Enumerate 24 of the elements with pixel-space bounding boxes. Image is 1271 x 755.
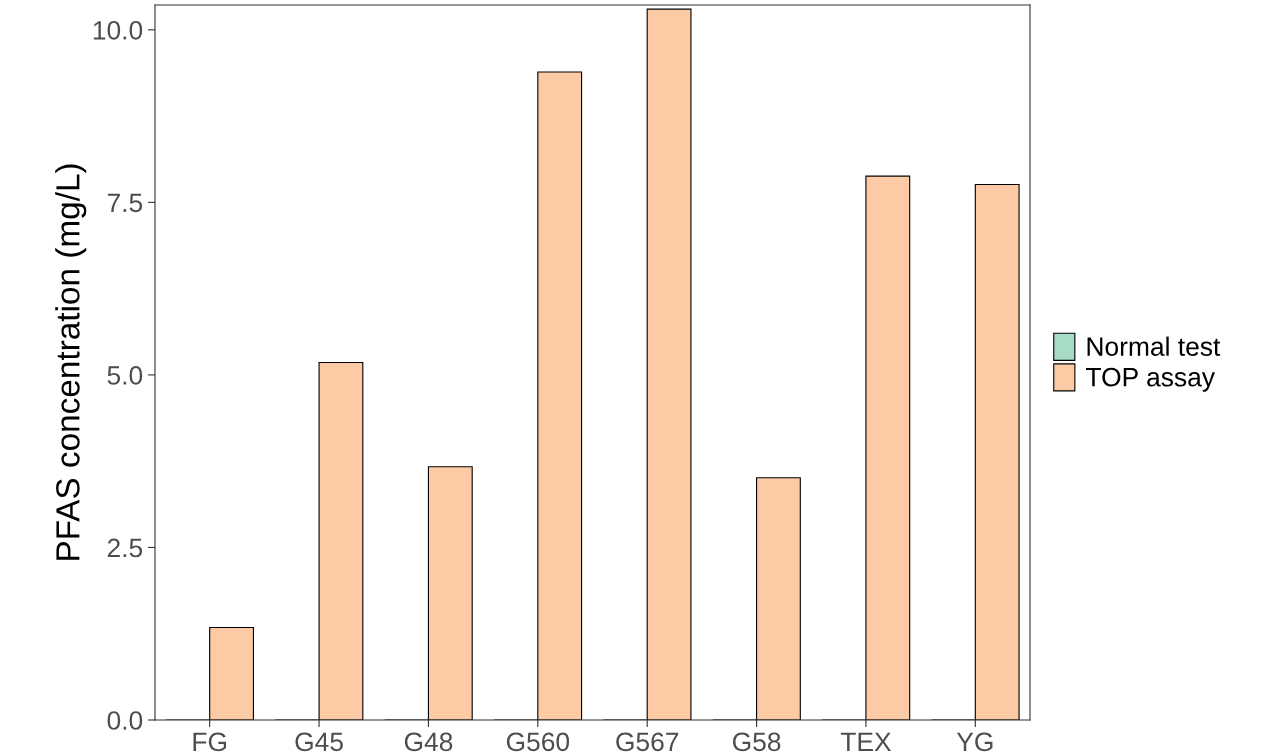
x-tick-label: G45 xyxy=(295,732,343,752)
x-tick-label: FG xyxy=(193,732,227,752)
y-tick-label: 7.5 xyxy=(107,193,143,213)
x-tick-label: G560 xyxy=(506,732,570,752)
legend-label: TOP assay xyxy=(1086,367,1215,392)
y-tick-label: 2.5 xyxy=(107,538,143,558)
bar xyxy=(756,477,801,720)
bar xyxy=(865,175,911,720)
bar xyxy=(318,361,364,720)
bar xyxy=(427,466,473,720)
x-tick-label: G48 xyxy=(404,732,453,752)
bar xyxy=(209,626,254,720)
x-tick-label: G567 xyxy=(616,732,679,752)
x-tick-label: G58 xyxy=(732,732,781,752)
y-tick-label: 5.0 xyxy=(107,366,143,385)
legend-label: Normal test xyxy=(1087,336,1221,356)
bar xyxy=(974,183,1020,720)
bar xyxy=(646,8,692,720)
y-tick-label: 0.0 xyxy=(107,711,143,730)
x-tick-label: YG xyxy=(956,732,993,752)
x-tick-label: TEX xyxy=(840,732,892,751)
y-tick-label: 10.0 xyxy=(93,20,143,40)
bar xyxy=(537,71,583,720)
y-axis-title: PFAS concentration (mg/L) xyxy=(55,164,87,560)
